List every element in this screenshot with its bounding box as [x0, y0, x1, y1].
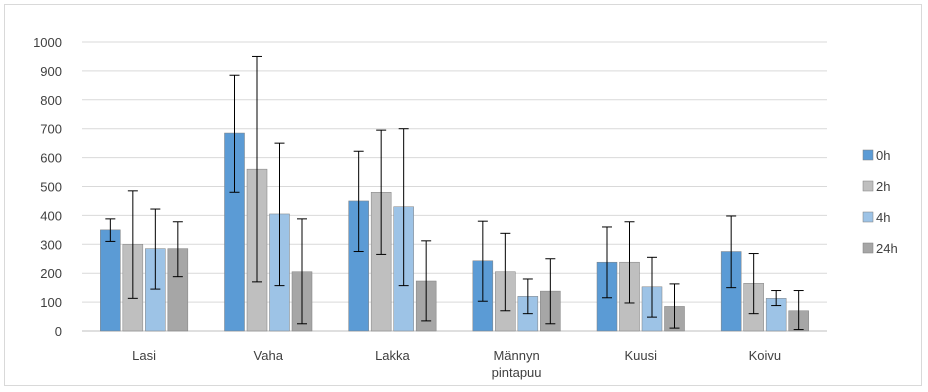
- category-label: Lasi: [132, 348, 156, 363]
- y-tick-label: 600: [40, 151, 62, 166]
- legend-swatch: [863, 181, 873, 191]
- y-tick-label: 800: [40, 93, 62, 108]
- category-label: Koivu: [749, 348, 782, 363]
- y-tick-label: 400: [40, 208, 62, 223]
- category-label: Lakka: [375, 348, 410, 363]
- y-tick-label: 300: [40, 237, 62, 252]
- legend-swatch: [863, 243, 873, 253]
- y-tick-label: 900: [40, 64, 62, 79]
- error-bars: [105, 56, 803, 329]
- category-label: Vaha: [254, 348, 284, 363]
- legend-label: 24h: [876, 241, 898, 256]
- y-tick-label: 200: [40, 266, 62, 281]
- legend-label: 4h: [876, 210, 890, 225]
- y-tick-label: 0: [55, 324, 62, 339]
- y-tick-label: 500: [40, 180, 62, 195]
- bar-0h-0: [100, 230, 120, 331]
- legend: 0h 2h 4h 24h: [863, 148, 898, 256]
- category-label: Kuusi: [624, 348, 657, 363]
- y-tick-label: 1000: [33, 35, 62, 50]
- gridlines: [82, 42, 827, 331]
- category-label: Männyn pintapuu: [492, 348, 542, 380]
- y-tick-label: 100: [40, 295, 62, 310]
- bar-chart: 0 100 200 300 400 500 600 700 800 900 1000 Lasi Vah…: [5, 5, 923, 387]
- bars: [100, 133, 808, 331]
- legend-swatch: [863, 150, 873, 160]
- x-axis: Lasi Vaha Lakka Männyn pintapuu Kuusi Koivu: [132, 348, 781, 380]
- legend-label: 2h: [876, 179, 890, 194]
- y-tick-label: 700: [40, 122, 62, 137]
- chart-frame: 0 100 200 300 400 500 600 700 800 900 1000 Lasi Vah…: [4, 4, 922, 386]
- y-axis: 0 100 200 300 400 500 600 700 800 900 1000: [33, 35, 62, 339]
- legend-label: 0h: [876, 148, 890, 163]
- legend-swatch: [863, 212, 873, 222]
